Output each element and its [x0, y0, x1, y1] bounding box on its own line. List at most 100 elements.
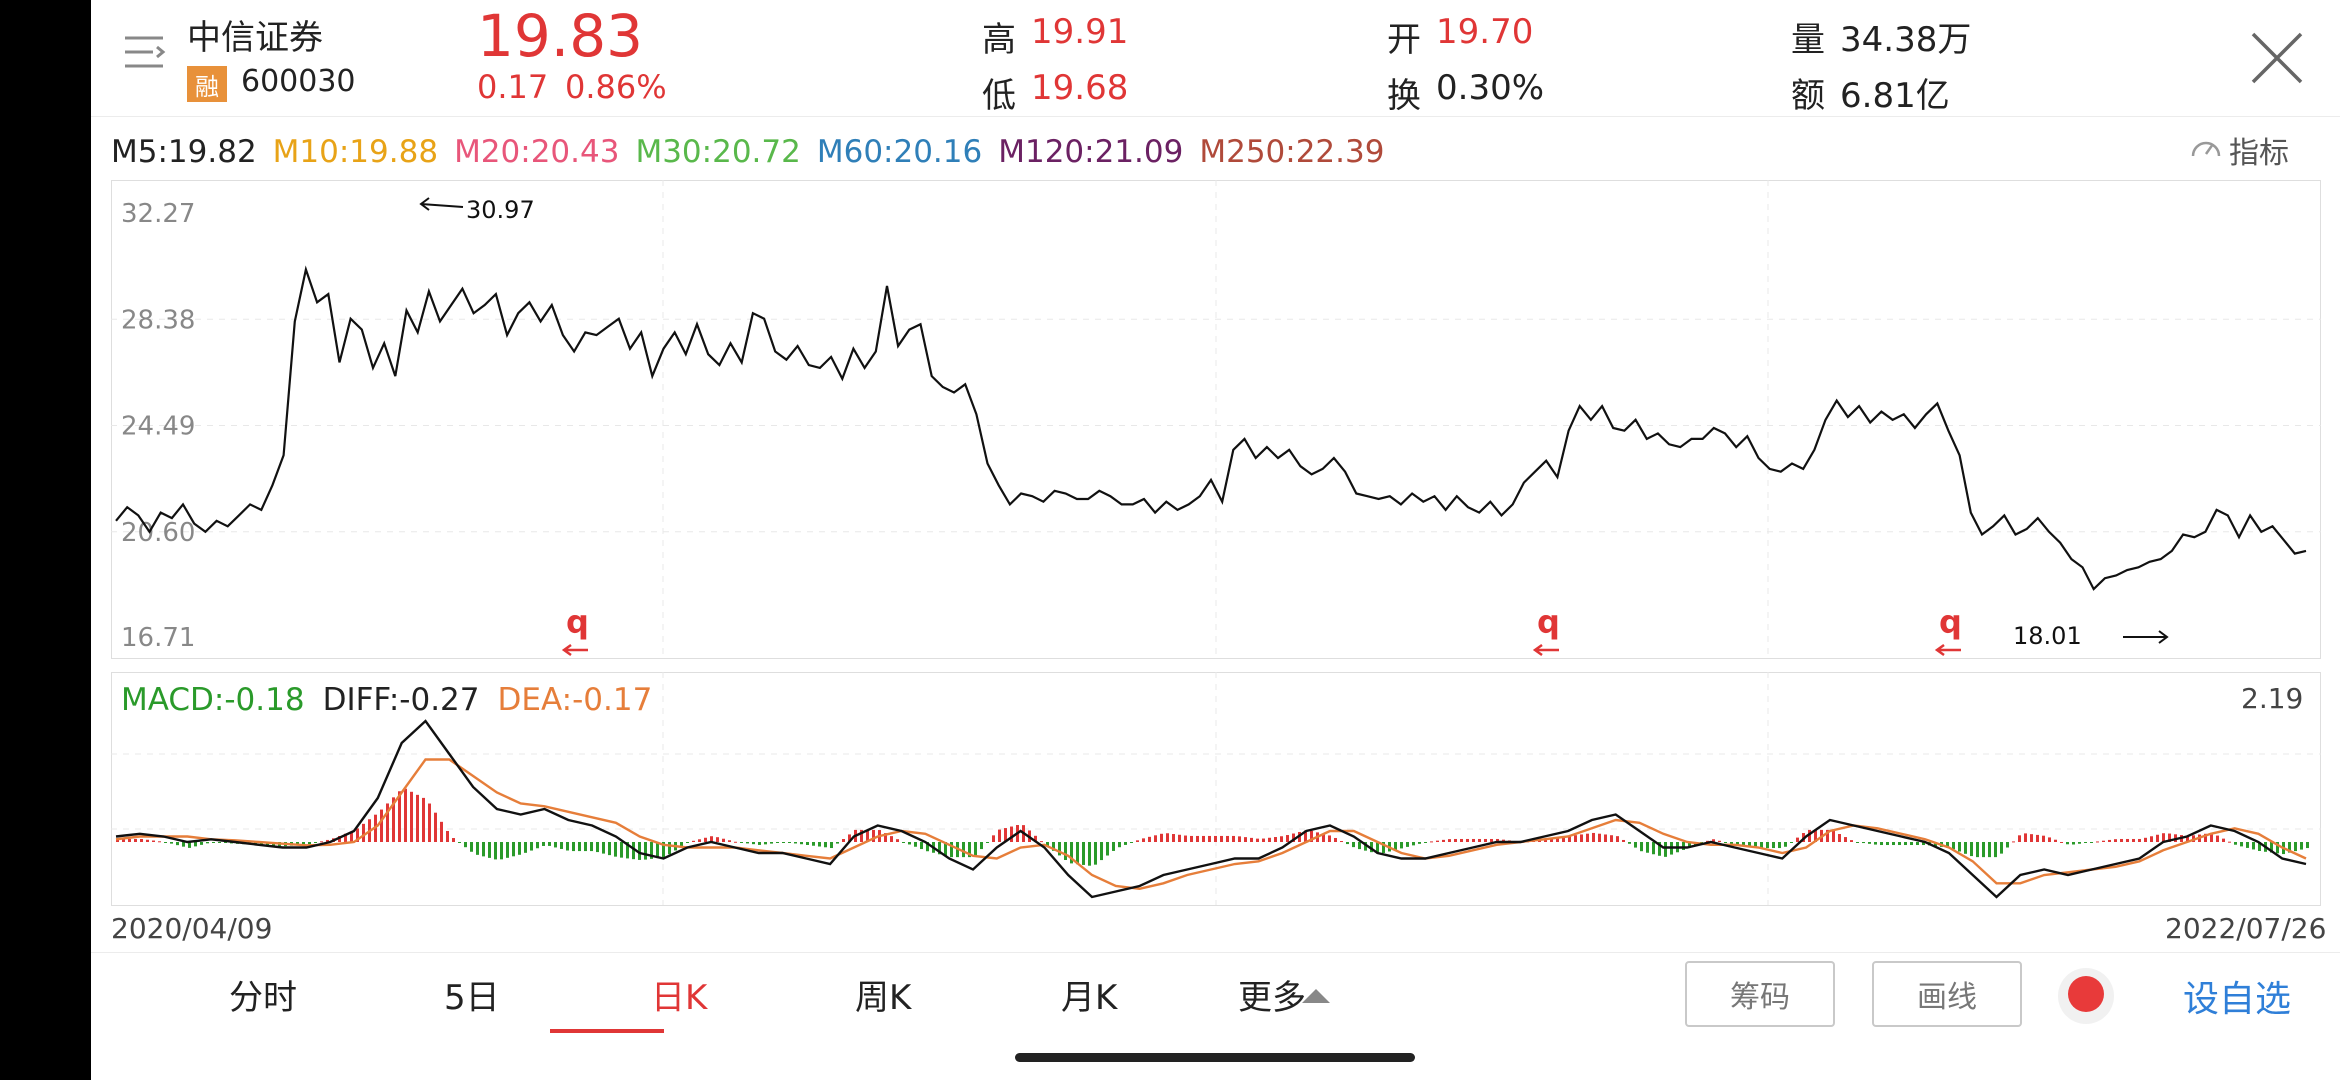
macd-bar [1622, 839, 1625, 842]
macd-bar [416, 794, 419, 842]
macd-bar [1472, 838, 1475, 842]
macd-bar [680, 842, 683, 847]
tab-1[interactable]: 分时 [229, 978, 297, 1018]
draw-line-button[interactable]: 画线 [1872, 961, 2022, 1027]
macd-bar [836, 842, 839, 844]
min-arrow-icon [2123, 630, 2169, 644]
macd-bar [140, 838, 143, 842]
macd-bar [2168, 833, 2171, 842]
macd-bar [1868, 842, 1871, 844]
macd-bar [656, 842, 659, 859]
macd-bar [962, 842, 965, 858]
add-watchlist-button[interactable]: 设自选 [2183, 979, 2292, 1020]
macd-bar [1880, 842, 1883, 846]
menu-icon[interactable] [119, 30, 169, 76]
macd-bar [1544, 839, 1547, 842]
macd-bar [2210, 833, 2213, 842]
macd-bar [1748, 842, 1751, 847]
tab-5[interactable]: 月K [1061, 978, 1118, 1018]
y-tick-label: 28.38 [121, 305, 195, 335]
macd-bar [2186, 835, 2189, 842]
macd-bar [470, 842, 473, 852]
macd-bar [158, 841, 161, 843]
macd-bar [1772, 842, 1775, 849]
macd-bar [224, 842, 227, 843]
macd-bar [494, 842, 497, 860]
close-icon[interactable] [2249, 30, 2305, 86]
macd-bar [2288, 842, 2291, 853]
dea-value: DEA:-0.17 [497, 682, 653, 718]
tab-2[interactable]: 5日 [444, 978, 500, 1018]
macd-bar [170, 842, 173, 844]
macd-bar [974, 842, 977, 856]
macd-bar [1838, 834, 1841, 842]
macd-chart-frame [111, 672, 2321, 906]
macd-bar [1322, 833, 1325, 842]
macd-bar [938, 842, 941, 855]
macd-bar [1106, 842, 1109, 856]
price-change: 0.17 [477, 68, 549, 106]
tab-4[interactable]: 周K [855, 978, 912, 1018]
macd-bar [1160, 833, 1163, 842]
macd-bar [1568, 835, 1571, 842]
macd-bar [818, 842, 821, 847]
macd-bar [2126, 838, 2129, 842]
macd-bar [1454, 838, 1457, 842]
macd-legend: MACD:-0.18 DIFF:-0.27 DEA:-0.17 [121, 682, 652, 718]
macd-bar [1262, 838, 1265, 842]
record-icon[interactable] [2056, 966, 2116, 1026]
bottom-divider [91, 952, 2340, 953]
current-price: 19.83 [477, 2, 644, 70]
macd-bar [662, 842, 665, 858]
macd-bar [1628, 842, 1631, 844]
macd-bar [1124, 842, 1127, 845]
macd-bar [512, 842, 515, 857]
macd-bar [2024, 833, 2027, 842]
macd-bar [1070, 842, 1073, 864]
tab-3[interactable]: 日K [651, 978, 708, 1018]
macd-bar [926, 842, 929, 852]
macd-bar [698, 839, 701, 842]
macd-bar [1586, 833, 1589, 842]
stock-name: 中信证券 [187, 18, 323, 58]
macd-bar [1862, 842, 1865, 844]
macd-bar [344, 833, 347, 842]
price-chart[interactable]: 32.27 28.38 24.49 20.60 16.71 30.97 18.01 q q q [111, 180, 2321, 662]
macd-bar [1064, 842, 1067, 860]
macd-bar [488, 842, 491, 858]
turnover-label: 换 [1387, 76, 1421, 116]
macd-bar [716, 837, 719, 842]
macd-bar [1100, 842, 1103, 861]
macd-bar [1094, 842, 1097, 865]
macd-bar [1004, 828, 1007, 842]
caret-up-icon[interactable] [1302, 987, 1330, 1007]
macd-bar [1130, 842, 1133, 843]
macd-bar [1958, 842, 1961, 852]
macd-bar [2114, 839, 2117, 842]
macd-bar [1922, 842, 1925, 846]
indicator-button[interactable]: 指标 [2189, 128, 2289, 172]
end-date: 2022/07/26 [2165, 912, 2327, 945]
ma-legend-item: M250:22.39 [1199, 134, 1385, 170]
app-screen: 中信证券 融 600030 19.83 0.17 0.86% 高 19.91 低… [91, 0, 2340, 1080]
chips-button[interactable]: 筹码 [1685, 961, 1835, 1027]
tab-6[interactable]: 更多 [1238, 978, 1306, 1018]
macd-bar [1664, 842, 1667, 857]
macd-bar [458, 842, 461, 843]
macd-bar [806, 842, 809, 845]
macd-bar [308, 842, 311, 845]
macd-bar [1400, 842, 1403, 849]
macd-bar [1970, 842, 1973, 857]
macd-bar [146, 839, 149, 842]
macd-bar [686, 842, 689, 843]
macd-bar [164, 842, 167, 843]
macd-bar [1448, 839, 1451, 842]
macd-bar [548, 842, 551, 846]
macd-bar [1292, 833, 1295, 842]
macd-bar [1112, 842, 1115, 851]
macd-bar [2060, 841, 2063, 843]
macd-bar [2216, 835, 2219, 842]
macd-bar [710, 836, 713, 842]
macd-bar [152, 840, 155, 842]
macd-chart[interactable] [111, 672, 2321, 908]
